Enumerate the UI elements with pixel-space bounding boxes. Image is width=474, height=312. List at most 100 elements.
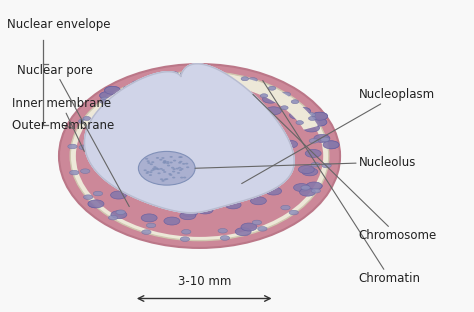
Ellipse shape xyxy=(163,171,166,173)
Ellipse shape xyxy=(160,178,163,180)
Ellipse shape xyxy=(320,137,329,142)
Ellipse shape xyxy=(295,107,310,115)
Ellipse shape xyxy=(173,168,176,170)
Ellipse shape xyxy=(59,64,340,248)
Ellipse shape xyxy=(152,168,155,169)
Ellipse shape xyxy=(177,172,180,174)
Ellipse shape xyxy=(166,162,169,164)
Ellipse shape xyxy=(281,92,291,97)
Ellipse shape xyxy=(149,174,152,176)
Ellipse shape xyxy=(182,81,190,85)
Ellipse shape xyxy=(311,118,327,126)
Ellipse shape xyxy=(164,162,166,163)
Ellipse shape xyxy=(161,180,164,182)
Ellipse shape xyxy=(172,177,175,178)
Ellipse shape xyxy=(79,145,88,150)
Ellipse shape xyxy=(176,168,179,169)
Ellipse shape xyxy=(149,171,153,173)
Ellipse shape xyxy=(138,151,195,185)
Ellipse shape xyxy=(258,227,267,231)
Ellipse shape xyxy=(111,211,127,219)
Ellipse shape xyxy=(235,228,251,236)
Ellipse shape xyxy=(88,200,104,208)
Ellipse shape xyxy=(220,236,229,240)
Ellipse shape xyxy=(185,163,188,164)
Ellipse shape xyxy=(163,160,166,162)
Ellipse shape xyxy=(142,230,151,234)
Ellipse shape xyxy=(186,166,189,168)
Ellipse shape xyxy=(146,171,149,173)
Ellipse shape xyxy=(144,169,147,171)
Ellipse shape xyxy=(180,168,183,170)
Ellipse shape xyxy=(311,162,320,167)
Ellipse shape xyxy=(70,170,79,175)
Ellipse shape xyxy=(150,77,158,81)
Ellipse shape xyxy=(299,166,314,173)
Ellipse shape xyxy=(151,161,155,163)
Ellipse shape xyxy=(314,134,330,142)
Ellipse shape xyxy=(179,169,182,171)
Ellipse shape xyxy=(146,160,150,162)
Ellipse shape xyxy=(116,210,125,215)
Ellipse shape xyxy=(281,205,290,210)
Ellipse shape xyxy=(152,168,155,169)
Ellipse shape xyxy=(153,168,156,170)
Ellipse shape xyxy=(146,171,149,173)
Ellipse shape xyxy=(172,79,181,84)
Ellipse shape xyxy=(111,211,127,219)
Ellipse shape xyxy=(178,156,182,158)
Ellipse shape xyxy=(146,223,156,228)
Ellipse shape xyxy=(178,162,182,164)
Ellipse shape xyxy=(96,121,103,124)
Ellipse shape xyxy=(159,159,163,161)
Ellipse shape xyxy=(252,220,262,225)
Ellipse shape xyxy=(161,157,164,159)
Ellipse shape xyxy=(301,185,310,190)
Ellipse shape xyxy=(163,162,166,163)
Ellipse shape xyxy=(156,157,159,159)
Ellipse shape xyxy=(100,92,116,100)
Ellipse shape xyxy=(172,171,175,173)
Ellipse shape xyxy=(89,122,98,127)
Ellipse shape xyxy=(164,162,166,163)
Ellipse shape xyxy=(304,124,319,132)
Ellipse shape xyxy=(153,166,156,168)
Ellipse shape xyxy=(173,160,176,162)
Ellipse shape xyxy=(105,86,120,94)
Ellipse shape xyxy=(150,163,153,165)
Ellipse shape xyxy=(305,149,321,157)
Ellipse shape xyxy=(171,167,174,168)
Ellipse shape xyxy=(176,168,179,169)
Ellipse shape xyxy=(305,149,321,157)
Ellipse shape xyxy=(178,156,182,158)
Ellipse shape xyxy=(266,187,282,195)
Ellipse shape xyxy=(100,97,110,102)
Ellipse shape xyxy=(180,177,183,178)
Text: Nuclear pore: Nuclear pore xyxy=(17,64,129,207)
Ellipse shape xyxy=(105,86,120,94)
Ellipse shape xyxy=(295,107,310,115)
Ellipse shape xyxy=(157,168,160,170)
Ellipse shape xyxy=(81,169,90,173)
Ellipse shape xyxy=(241,223,257,231)
Ellipse shape xyxy=(260,94,268,98)
Ellipse shape xyxy=(290,111,305,119)
Ellipse shape xyxy=(155,167,158,169)
Ellipse shape xyxy=(263,95,278,103)
Ellipse shape xyxy=(147,162,151,164)
Ellipse shape xyxy=(173,168,176,170)
Ellipse shape xyxy=(314,134,330,142)
Ellipse shape xyxy=(150,169,154,171)
Polygon shape xyxy=(82,73,317,129)
Ellipse shape xyxy=(155,168,159,170)
Ellipse shape xyxy=(146,172,149,174)
Ellipse shape xyxy=(172,177,175,178)
Ellipse shape xyxy=(155,167,158,169)
Ellipse shape xyxy=(281,106,288,110)
Ellipse shape xyxy=(167,165,170,167)
Ellipse shape xyxy=(93,191,103,196)
Ellipse shape xyxy=(160,168,163,170)
Ellipse shape xyxy=(150,163,153,165)
Ellipse shape xyxy=(111,106,118,110)
Ellipse shape xyxy=(149,174,152,176)
